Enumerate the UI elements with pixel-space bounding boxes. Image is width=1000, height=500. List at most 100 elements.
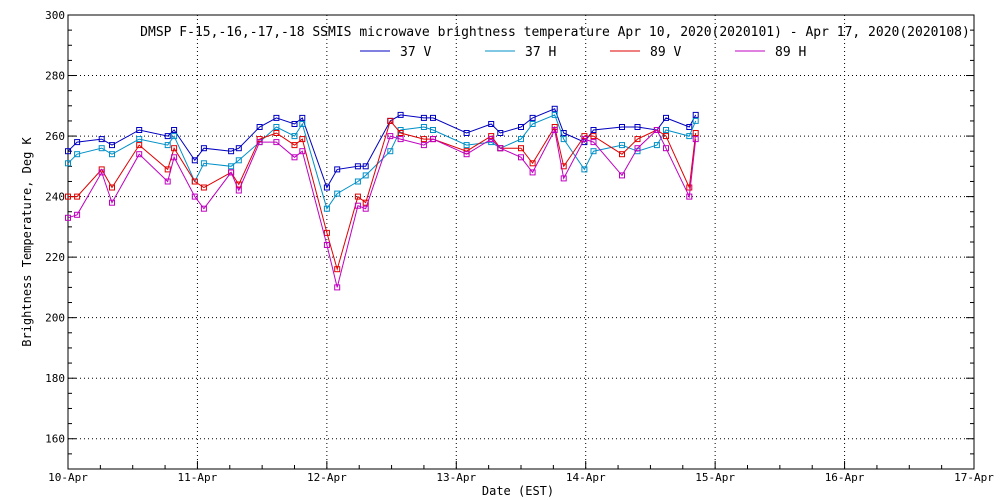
data-point-37-v (136, 127, 143, 133)
data-point-89-h (362, 205, 369, 212)
minor-ticks (68, 29, 974, 470)
data-point-89-h (191, 193, 198, 200)
data-point-37-v (200, 145, 207, 152)
data-point-37-v (420, 114, 427, 121)
data-point-37-v (191, 157, 198, 164)
data-point-89-h (200, 205, 207, 212)
data-point-89-v (171, 145, 178, 152)
chart-title: DMSP F-15,-16,-17,-18 SSMIS microwave br… (140, 25, 970, 40)
data-point-89-h (581, 136, 588, 143)
x-tick-label: 10-Apr (48, 471, 88, 484)
y-tick-label: 160 (45, 433, 65, 446)
data-point-37-h (136, 136, 143, 143)
data-point-89-h (560, 175, 567, 182)
data-point-89-v (323, 229, 330, 236)
data-point-37-v (488, 121, 495, 127)
data-point-37-v (98, 136, 105, 143)
data-point-37-v (74, 139, 81, 146)
y-tick-label: 280 (45, 70, 65, 83)
data-point-89-h (634, 145, 641, 152)
data-point-37-v (228, 148, 235, 155)
data-point-37-h (74, 151, 81, 158)
data-point-37-h (663, 127, 669, 133)
data-point-89-v (109, 184, 115, 191)
data-point-37-v (430, 114, 436, 121)
data-point-37-h (430, 127, 436, 133)
data-point-37-h (529, 121, 536, 127)
data-point-89-h (109, 199, 115, 206)
data-point-37-v (354, 163, 361, 170)
data-point-89-v (299, 136, 306, 143)
data-point-37-v (634, 124, 641, 130)
grid-lines (68, 15, 974, 469)
data-point-89-h (590, 139, 597, 146)
data-point-89-v (136, 142, 143, 149)
x-tick-label: 15-Apr (695, 471, 735, 484)
data-point-89-v (74, 193, 81, 200)
data-point-37-h (65, 160, 71, 167)
data-point-37-v (686, 124, 693, 130)
data-point-37-h (653, 142, 660, 149)
data-point-89-v (334, 266, 341, 273)
series-line-89-v (68, 119, 697, 272)
data-point-89-h (387, 133, 394, 140)
data-point-89-v (518, 145, 524, 152)
plot-frame (67, 14, 975, 470)
data-point-89-h (291, 154, 298, 161)
legend-label-37-v: 37 V (400, 45, 431, 60)
series-line-89-h (67, 128, 697, 288)
series-89-h (65, 127, 699, 291)
data-point-89-h (420, 142, 427, 149)
data-point-37-h (518, 136, 524, 143)
data-point-89-h (98, 169, 105, 176)
data-point-89-h (171, 154, 178, 161)
x-tick-label: 12-Apr (307, 471, 347, 484)
data-point-89-v (191, 178, 198, 185)
data-point-89-h (653, 127, 660, 133)
data-point-89-h (488, 136, 495, 143)
data-point-89-h (65, 214, 71, 221)
x-tick-label: 16-Apr (825, 471, 865, 484)
x-axis-ticks: 10-Apr 11-Apr 12-Apr 13-Apr 14-Apr 15-Apr 16-A… (48, 461, 994, 484)
data-point-37-v (235, 145, 242, 152)
data-point-37-v (497, 130, 504, 136)
x-tick-label: 13-Apr (436, 471, 476, 484)
y-tick-label: 180 (45, 372, 65, 385)
data-point-89-h (299, 148, 306, 155)
legend-label-89-h: 89 H (775, 45, 806, 60)
data-point-37-h (560, 136, 567, 143)
y-tick-label: 200 (45, 312, 65, 325)
data-point-89-h (463, 151, 470, 158)
data-point-89-v (164, 166, 171, 173)
data-point-37-v (109, 142, 115, 149)
data-point-37-h (291, 133, 298, 140)
data-point-89-h (228, 169, 235, 176)
y-tick-label: 300 (45, 9, 65, 22)
y-tick-label: 220 (45, 251, 65, 264)
data-point-37-v (663, 114, 669, 121)
data-point-37-v (273, 114, 280, 121)
data-point-37-v (164, 133, 171, 140)
data-point-37-h (354, 178, 361, 185)
data-point-37-v (256, 124, 263, 130)
data-point-89-h (529, 169, 536, 176)
data-point-37-h (98, 145, 105, 152)
data-point-37-v (619, 124, 625, 130)
data-point-37-v (362, 163, 369, 170)
data-point-37-v (397, 111, 404, 118)
data-point-37-v (171, 127, 178, 133)
data-point-37-v (692, 111, 699, 118)
data-point-37-h (334, 190, 341, 197)
data-point-89-h (663, 145, 669, 152)
legend-label-89-v: 89 V (650, 45, 681, 60)
data-point-37-h (299, 121, 306, 127)
data-point-89-h (136, 151, 143, 158)
data-point-37-v (590, 127, 597, 133)
data-point-89-h (619, 172, 625, 179)
x-tick-label: 14-Apr (566, 471, 606, 484)
data-point-89-v (420, 136, 427, 143)
legend: 37 V 37 H 89 V 89 H (360, 45, 806, 60)
data-point-89-v (619, 151, 625, 158)
data-point-89-v (200, 184, 207, 191)
